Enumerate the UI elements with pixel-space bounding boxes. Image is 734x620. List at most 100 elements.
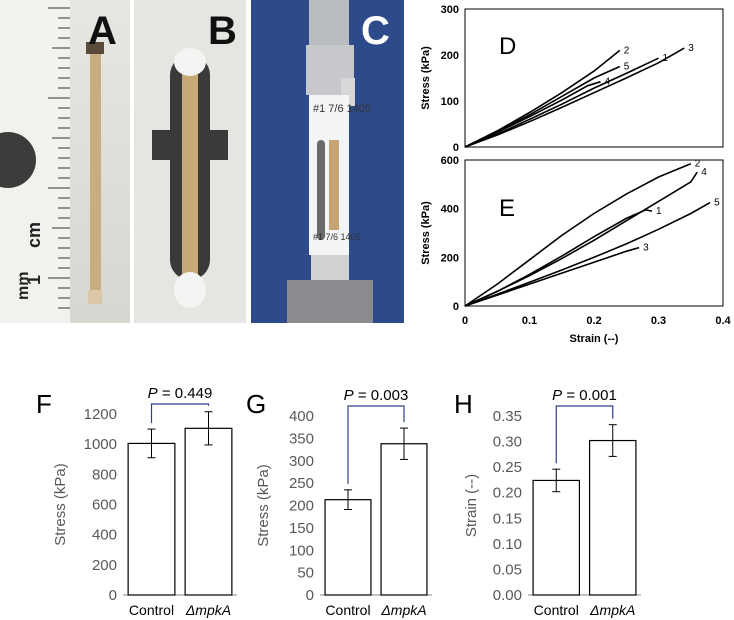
p-value: = 0.001	[562, 387, 617, 404]
panel-letter-f: F	[36, 389, 52, 419]
ruler-illustration: cm 1 mm A	[0, 0, 117, 323]
significance-bracket	[555, 405, 614, 464]
category-label: ΔmpkA	[380, 602, 426, 618]
y-tick-label: 200	[441, 252, 459, 264]
series-label: 4	[701, 167, 707, 178]
panel-letter-b: B	[208, 9, 237, 53]
sample-note-bottom: #1 7/6 1405	[313, 232, 361, 242]
panel-letter-a: A	[88, 9, 117, 53]
bar	[127, 442, 176, 596]
y-tick-label: 300	[441, 4, 459, 16]
x-tick-label: 0.4	[715, 315, 731, 327]
panel-letter-d: D	[499, 33, 516, 60]
y-tick-label: 0.25	[493, 459, 522, 476]
p-value: = 0.003	[354, 387, 409, 404]
x-tick-label: 0.3	[651, 315, 666, 327]
series-line-5	[464, 65, 621, 148]
bar	[324, 499, 372, 596]
y-tick-label: 0	[306, 587, 314, 604]
series-line-4	[464, 171, 698, 307]
series-label: 2	[624, 45, 630, 56]
y-tick-label: 200	[289, 498, 314, 515]
chart-e: 0 200 400 600 0 0.1 0.2 0.3 0.4 Strain (--) Stress…	[420, 155, 732, 345]
ruler-mm-label: mm	[15, 272, 32, 300]
y-tick-label: 0	[109, 587, 117, 604]
y-tick-label: 600	[92, 497, 117, 514]
category-label: ΔmpkA	[185, 602, 231, 618]
p-value-label: P = 0.003	[344, 387, 409, 404]
series-label: 5	[624, 62, 630, 73]
ruler-cm-label: cm	[24, 222, 44, 248]
y-tick-label: 0.05	[493, 561, 522, 578]
x-tick-label: 0.2	[586, 315, 601, 327]
bar	[380, 443, 428, 596]
plot-frame	[464, 8, 724, 148]
y-tick-label: 400	[289, 408, 314, 425]
p-symbol: P	[148, 385, 158, 402]
x-tick-label: 0.1	[522, 315, 537, 327]
test-grip-illustration: #1 7/6 1405 #1 7/6 1405 C	[251, 0, 404, 323]
series-label: 4	[604, 77, 610, 88]
panel-letter-h: H	[454, 389, 473, 419]
y-tick-label: 0	[453, 142, 459, 154]
category-label: ΔmpkA	[589, 602, 635, 618]
panel-letter-e: E	[499, 195, 515, 222]
p-symbol: P	[344, 387, 354, 404]
photo-panel-c: #1 7/6 1405 #1 7/6 1405 C	[251, 0, 404, 323]
sample-note-top: #1 7/6 1405	[313, 103, 371, 115]
y-tick-label: 0.30	[493, 434, 522, 451]
category-label: Control	[534, 602, 579, 618]
y-tick-label: 0.00	[493, 587, 522, 604]
y-tick-label: 250	[289, 475, 314, 492]
bar	[532, 479, 581, 596]
ruler-hole	[0, 132, 36, 188]
y-tick-label: 100	[441, 96, 459, 108]
y-tick-label: 400	[92, 527, 117, 544]
p-symbol: P	[552, 387, 562, 404]
panel-letter-g: G	[246, 389, 266, 419]
bar	[184, 427, 233, 596]
y-tick-label: 0.15	[493, 510, 522, 527]
y-axis-label: Stress (kPa)	[420, 201, 432, 265]
series-label: 2	[695, 159, 701, 170]
bar	[588, 439, 637, 596]
y-tick-label: 350	[289, 430, 314, 447]
y-tick-label: 50	[297, 565, 314, 582]
series-line-2	[464, 162, 692, 307]
y-tick-label: 200	[441, 50, 459, 62]
sample-strip	[182, 60, 198, 292]
y-tick-label: 800	[92, 466, 117, 483]
panel-letter-c: C	[361, 9, 390, 53]
series-label: 3	[643, 243, 649, 254]
p-value-label: P = 0.001	[552, 387, 617, 404]
series-label: 1	[656, 206, 662, 217]
series-label: 3	[688, 43, 694, 54]
y-tick-label: 0.20	[493, 485, 522, 502]
slot-illustration: B	[134, 0, 246, 323]
chart-f: 0 200 400 600 800 1000 1200 Stress (kPa) F Contro…	[36, 385, 237, 618]
series-line-5	[464, 201, 711, 307]
y-tick-label: 400	[441, 204, 459, 216]
y-tick-label: 300	[289, 453, 314, 470]
significance-bracket	[150, 403, 210, 424]
sample-strip	[329, 140, 339, 230]
y-axis-label: Strain (--)	[463, 474, 480, 537]
series-line-1	[464, 57, 659, 148]
plot-frame	[464, 159, 724, 307]
x-axis-label: Strain (--)	[570, 333, 619, 345]
photo-panel-b: B	[134, 0, 246, 323]
series-line-2	[464, 49, 621, 148]
series-line-3	[464, 47, 685, 148]
p-value: = 0.449	[158, 385, 213, 402]
x-tick-label: 0	[462, 315, 468, 327]
p-value-label: P = 0.449	[148, 385, 213, 402]
y-tick-label: 0	[453, 301, 459, 313]
significance-bracket	[347, 405, 405, 484]
y-axis-label: Stress (kPa)	[420, 46, 432, 110]
y-tick-label: 600	[441, 155, 459, 167]
y-tick-label: 0.10	[493, 536, 522, 553]
y-tick-label: 0.35	[493, 408, 522, 425]
chart-g: 0 50 100 150 200 250 300 350 400 Stress (kPa) G Con…	[246, 387, 432, 618]
